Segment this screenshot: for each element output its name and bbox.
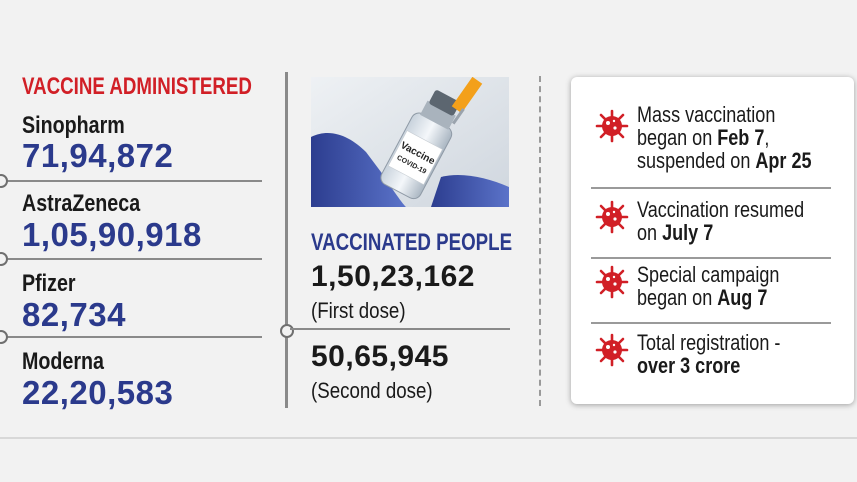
second-dose-note: (Second dose) [311, 378, 433, 403]
dashed-divider [539, 76, 541, 406]
virus-icon [595, 333, 629, 367]
first-dose-note: (First dose) [311, 298, 406, 323]
card-separator [591, 257, 831, 259]
bottom-rule [0, 437, 857, 439]
separator-line [0, 180, 262, 182]
fact-line: Special campaign [637, 262, 780, 287]
card-separator [591, 187, 831, 189]
fact-text: Vaccination resumed on July 7 [637, 198, 804, 244]
vaccine-name-pfizer: Pfizer [22, 270, 76, 297]
fact-date: Apr 25 [755, 148, 812, 173]
fact-line: began on Aug 7 [637, 286, 779, 309]
vaccinated-people-title: VACCINATED PEOPLE [311, 229, 513, 256]
virus-icon [595, 265, 629, 299]
fact-date: Feb 7 [717, 125, 765, 150]
fact-highlight: over 3 crore [637, 353, 741, 378]
vaccine-count-pfizer: 82,734 [22, 296, 126, 333]
fact-text-span: began on [637, 285, 718, 310]
separator-line [0, 258, 262, 260]
separator-dot [0, 252, 8, 266]
fact-date: Aug 7 [717, 285, 768, 310]
separator-dot [0, 174, 8, 188]
fact-line: Mass vaccination [637, 102, 776, 127]
card-separator [591, 322, 831, 324]
fact-text-span: began on [637, 125, 718, 150]
separator-line [0, 336, 262, 338]
virus-icon [595, 200, 629, 234]
first-dose-count: 1,50,23,162 [311, 260, 475, 293]
virus-icon [595, 109, 629, 143]
vaccine-name-moderna: Moderna [22, 348, 105, 375]
fact-line: over 3 crore [637, 354, 780, 377]
fact-line: Total registration - [637, 330, 781, 355]
fact-text-span: suspended on [637, 148, 756, 173]
vaccine-count-sinopharm: 71,94,872 [22, 137, 174, 174]
vaccine-name-sinopharm: Sinopharm [22, 112, 125, 139]
fact-date: July 7 [662, 220, 714, 245]
fact-text-span: , [764, 125, 770, 150]
column-divider [285, 72, 288, 408]
vaccine-name-astrazeneca: AstraZeneca [22, 190, 141, 217]
vaccine-count-astrazeneca: 1,05,90,918 [22, 216, 202, 253]
fact-text: Mass vaccination began on Feb 7, suspend… [637, 103, 812, 172]
separator-dot [0, 330, 8, 344]
divider-dot [280, 324, 294, 338]
fact-line: on July 7 [637, 221, 804, 244]
fact-text-span: on [637, 220, 663, 245]
fact-text: Total registration - over 3 crore [637, 331, 780, 377]
fact-line: began on Feb 7, [637, 126, 812, 149]
vaccine-count-moderna: 22,20,583 [22, 374, 174, 411]
left-title: VACCINE ADMINISTERED [22, 73, 252, 100]
second-dose-count: 50,65,945 [311, 340, 449, 373]
fact-line: suspended on Apr 25 [637, 149, 812, 172]
vaccine-photo: Vaccine COVID-19 [311, 77, 509, 207]
facts-card: Mass vaccination began on Feb 7, suspend… [571, 77, 854, 404]
middle-separator [290, 328, 510, 330]
fact-text: Special campaign began on Aug 7 [637, 263, 779, 309]
fact-line: Vaccination resumed [637, 197, 805, 222]
